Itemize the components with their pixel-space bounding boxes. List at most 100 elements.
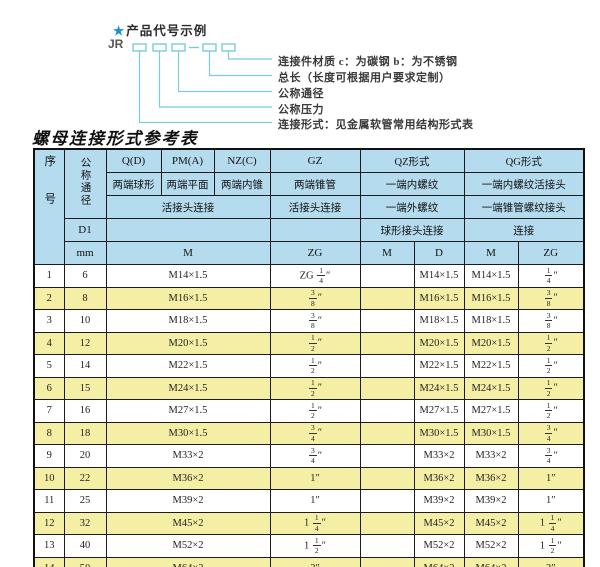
cell-qg_m: M36×2	[463, 466, 519, 490]
cell-no: 3	[33, 309, 65, 333]
cell-qz_m	[359, 376, 415, 400]
code-diagram	[132, 43, 272, 124]
cell-dn: 40	[63, 534, 107, 558]
cell-dn: 8	[63, 286, 107, 310]
header-q-sub: 两端球形	[105, 172, 162, 196]
cell-m: M52×2	[105, 534, 271, 558]
cell-dn: 18	[63, 421, 107, 445]
cell-no: 7	[33, 399, 65, 423]
cell-qz_m	[359, 264, 415, 288]
cell-qz_d: M36×2	[413, 466, 465, 490]
cell-qg_zg: 2″	[517, 556, 585, 567]
cell-m: M33×2	[105, 444, 271, 468]
table-title: 螺母连接形式参考表	[32, 129, 199, 148]
table-row: 13 40 M52×2 1 1 2 ″ M52×2 M52×2 1 1 2 ″	[33, 534, 585, 558]
cell-m: M20×1.5	[105, 331, 271, 355]
cell-qg_zg: 1 2 ″	[517, 331, 585, 355]
header-union-span: 活接头连接	[105, 195, 271, 219]
table-row: 1 6 M14×1.5 ZG 1 4 ″ M14×1.5 M14×1.5 1 4 ″	[33, 264, 585, 288]
cell-qg_m: M20×1.5	[463, 331, 519, 355]
cell-gz: 1″	[269, 489, 361, 513]
cell-qz_d: M39×2	[413, 489, 465, 513]
header-nz: NZ(C)	[213, 148, 271, 173]
connector-line	[227, 51, 272, 60]
header-qz: QZ形式	[359, 148, 465, 173]
table-row: 9 20 M33×2 3 4 ″ M33×2 M33×2 3 4 ″	[33, 444, 585, 468]
table-head: 序号 公称通径 Q(D) PM(A) NZ(C) GZ QZ形式 QG形式 两端…	[33, 148, 585, 265]
cell-qz_d: M20×1.5	[413, 331, 465, 355]
table-row: 4 12 M20×1.5 1 2 ″ M20×1.5 M20×1.5 1 2 ″	[33, 331, 585, 355]
diagram-label-length: 总长（长度可根据用户要求定制）	[278, 72, 451, 84]
nut-connection-table: 序号 公称通径 Q(D) PM(A) NZ(C) GZ QZ形式 QG形式 两端…	[33, 148, 586, 567]
header-seq-label: 序号	[43, 155, 56, 230]
table-row: 6 15 M24×1.5 1 2 ″ M24×1.5 M24×1.5 1 2 ″	[33, 376, 585, 400]
cell-qz_m	[359, 331, 415, 355]
cell-m: M24×1.5	[105, 376, 271, 400]
cell-no: 11	[33, 489, 65, 513]
cell-m: M30×1.5	[105, 421, 271, 445]
cell-qg_m: M45×2	[463, 511, 519, 535]
cell-qg_zg: 1 1 2 ″	[517, 534, 585, 558]
connector-line	[138, 51, 272, 124]
header-q: Q(D)	[105, 148, 162, 173]
cell-gz: 3 8 ″	[269, 309, 361, 333]
cell-qg_zg: 3 8 ″	[517, 286, 585, 310]
cell-qz_d: M22×1.5	[413, 354, 465, 378]
cell-dn: 12	[63, 331, 107, 355]
cell-qz_m	[359, 511, 415, 535]
cell-dn: 25	[63, 489, 107, 513]
cell-no: 5	[33, 354, 65, 378]
header-pm-sub: 两端平面	[160, 172, 215, 196]
cell-dn: 10	[63, 309, 107, 333]
cell-qz_d: M18×1.5	[413, 309, 465, 333]
header-empty-gz	[269, 218, 361, 242]
cell-qg_zg: 1 2 ″	[517, 376, 585, 400]
cell-no: 2	[33, 286, 65, 310]
cell-qz_d: M24×1.5	[413, 376, 465, 400]
header-mm: mm	[63, 241, 107, 265]
cell-qg_m: M22×1.5	[463, 354, 519, 378]
star-icon: ★	[113, 24, 126, 38]
cell-qz_d: M45×2	[413, 511, 465, 535]
cell-m: M18×1.5	[105, 309, 271, 333]
header-qg: QG形式	[463, 148, 585, 173]
cell-gz: 3 4 ″	[269, 444, 361, 468]
cell-qg_zg: 1 1 4 ″	[517, 511, 585, 535]
cell-qg_m: M52×2	[463, 534, 519, 558]
header-seq: 序号	[33, 148, 65, 265]
cell-qg_m: M16×1.5	[463, 286, 519, 310]
cell-no: 9	[33, 444, 65, 468]
diagram-heading-text: 产品代号示例	[126, 24, 208, 38]
header-qz-sub2: 一端外螺纹	[359, 195, 465, 219]
connector-line	[158, 51, 272, 108]
table-row: 1450M64×22″M64×2M64×22″	[33, 556, 585, 567]
cell-qg_m: M64×2	[463, 556, 519, 567]
connector-line	[208, 51, 272, 77]
cell-qz_m	[359, 466, 415, 490]
cell-dn: 22	[63, 466, 107, 490]
header-gz-union: 活接头连接	[269, 195, 361, 219]
table-row: 2 8 M16×1.5 3 8 ″ M16×1.5 M16×1.5 3 8 ″	[33, 286, 585, 310]
header-nz-sub: 两端内锥	[213, 172, 271, 196]
cell-no: 4	[33, 331, 65, 355]
cell-qg_zg: 1 2 ″	[517, 354, 585, 378]
header-gz: GZ	[269, 148, 361, 173]
cell-qz_m	[359, 444, 415, 468]
header-qg-zg: ZG	[517, 241, 585, 265]
header-qg-sub2: 一端锥管螺纹接头	[463, 195, 585, 219]
cell-qg_m: M30×1.5	[463, 421, 519, 445]
cell-qz_d: M64×2	[413, 556, 465, 567]
header-d1: D1	[63, 218, 107, 242]
cell-qz_m	[359, 421, 415, 445]
cell-gz: 1 2 ″	[269, 376, 361, 400]
cell-dn: 6	[63, 264, 107, 288]
cell-m: M16×1.5	[105, 286, 271, 310]
header-qg-conn: 连接	[463, 218, 585, 242]
cell-qg_zg: 1 4 ″	[517, 264, 585, 288]
table-body: 1 6 M14×1.5 ZG 1 4 ″ M14×1.5 M14×1.5 1 4 ″ 2 8 M16×1.…	[33, 264, 585, 567]
cell-qz_m	[359, 286, 415, 310]
code-prefix: JR	[108, 37, 124, 51]
cell-m: M64×2	[105, 556, 271, 567]
cell-dn: 20	[63, 444, 107, 468]
code-box	[171, 43, 186, 52]
